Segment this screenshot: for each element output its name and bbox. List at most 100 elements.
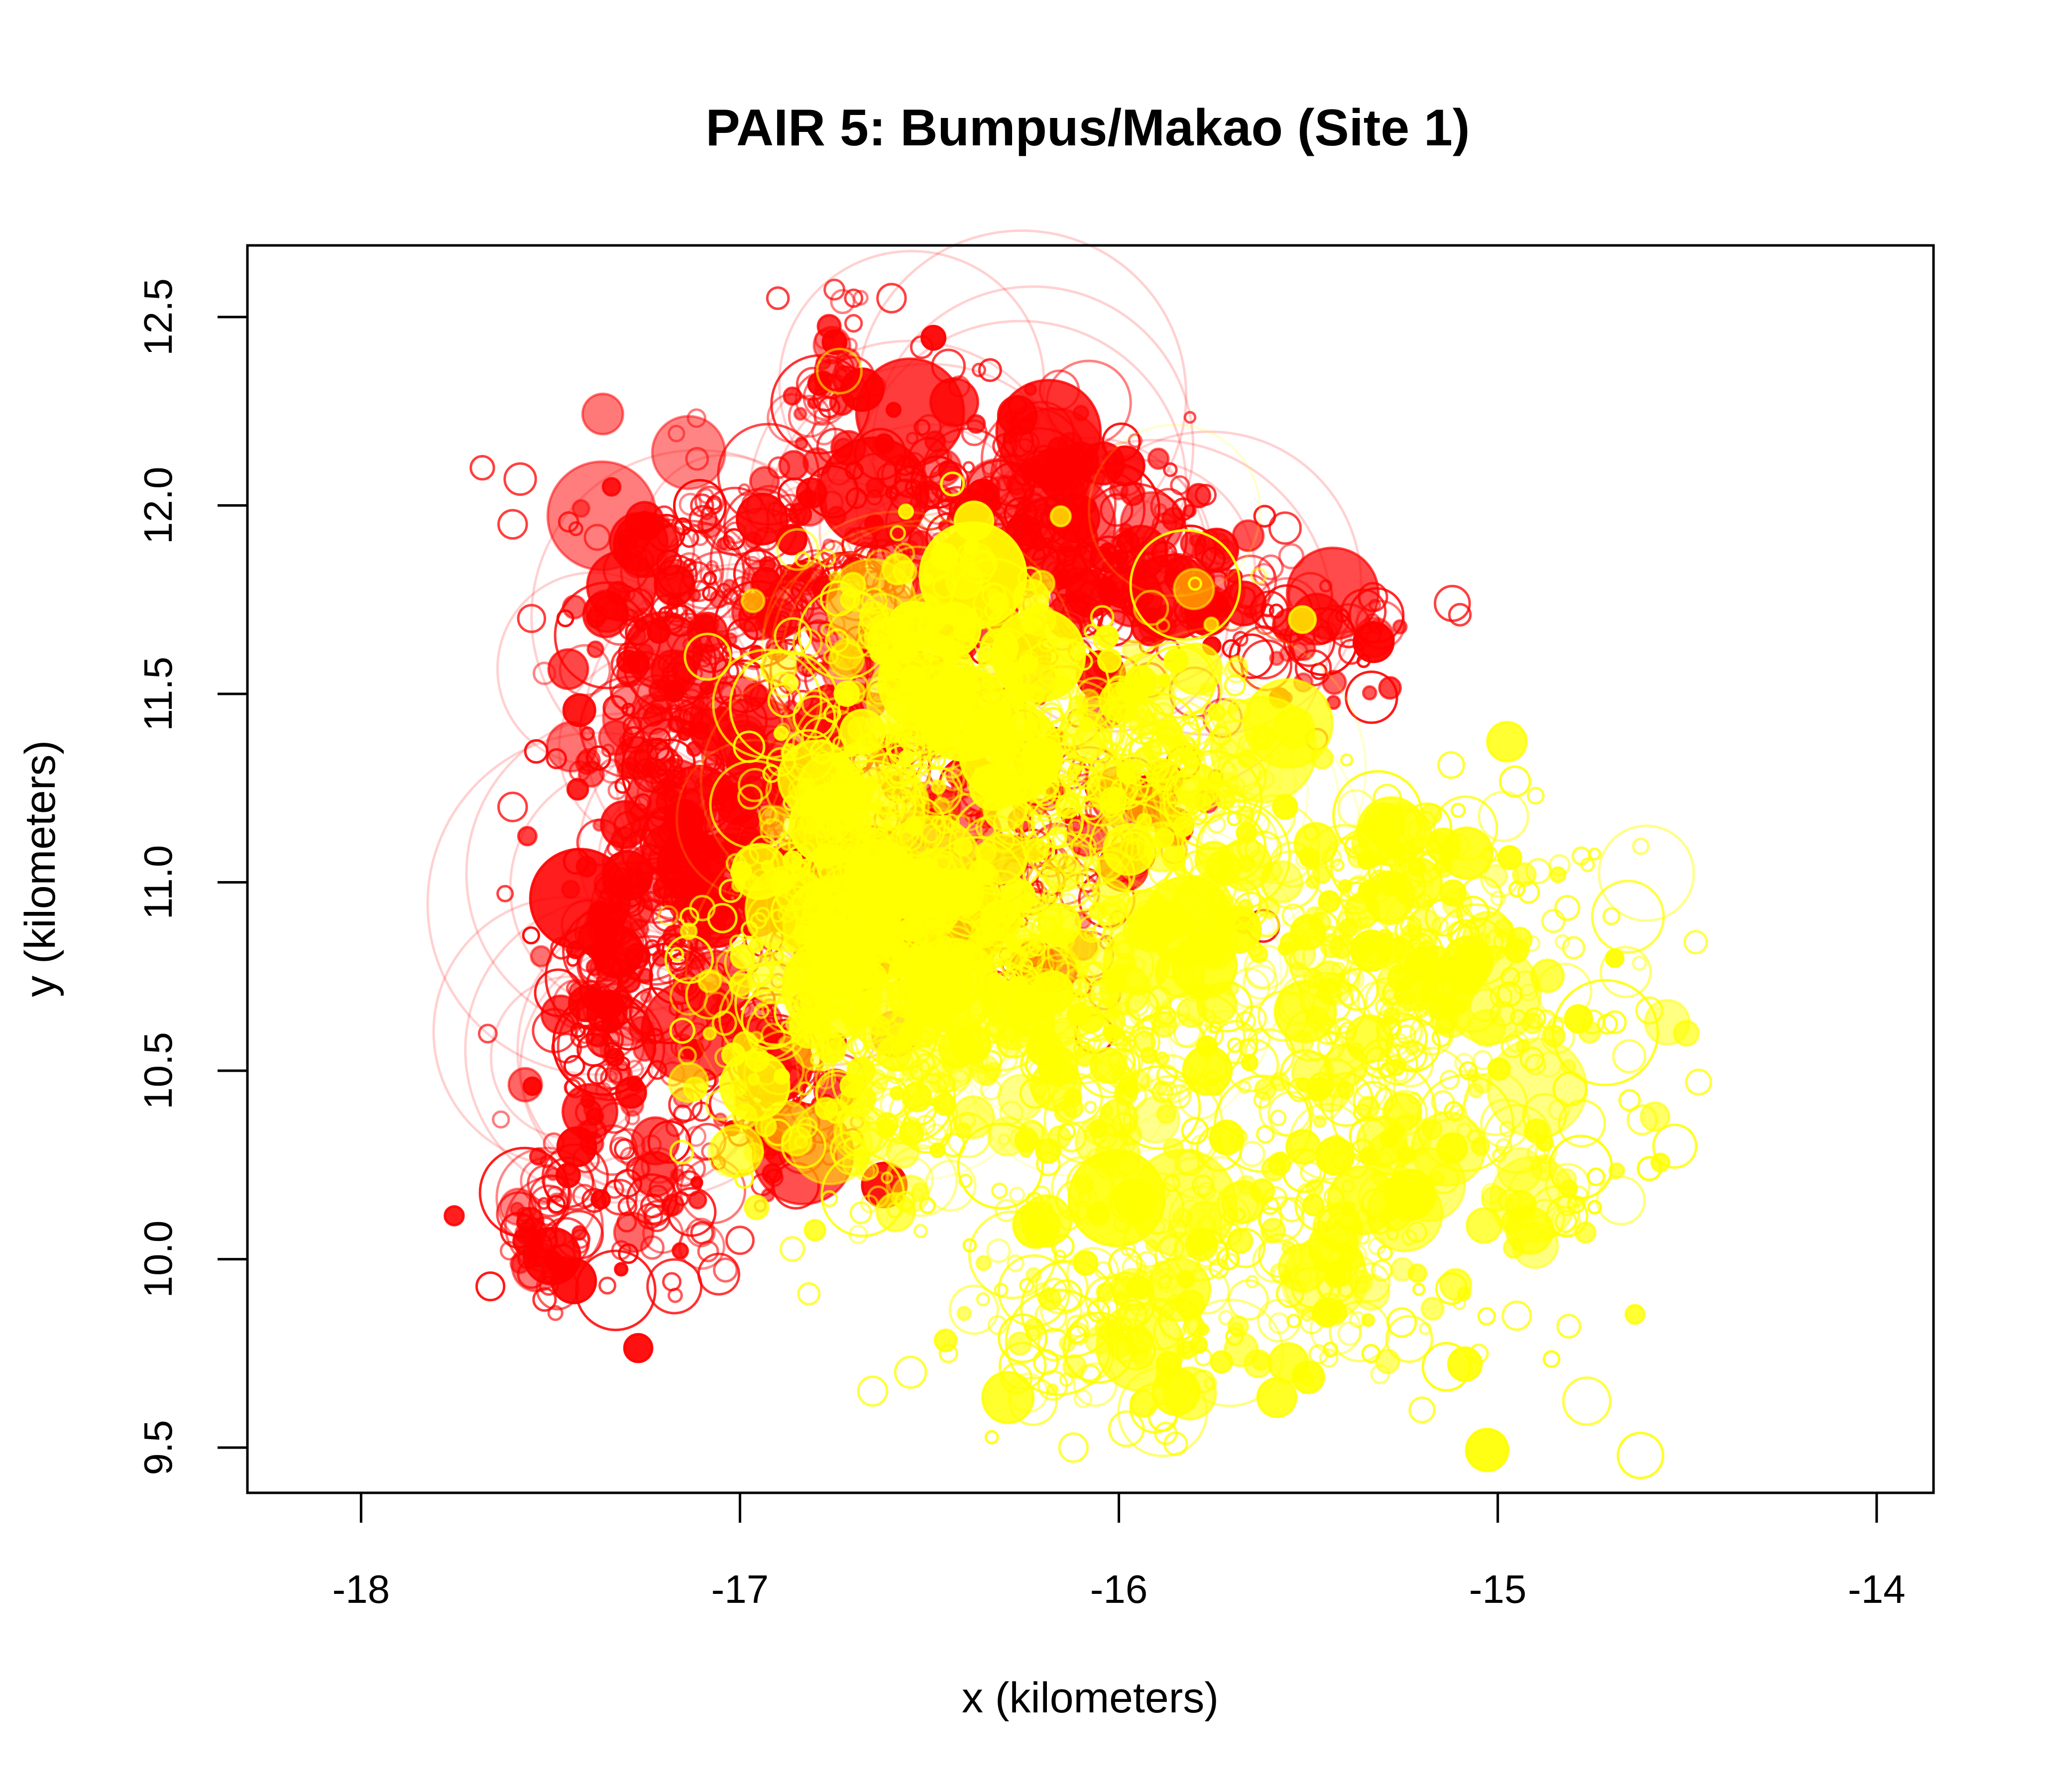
series-1-point <box>517 1259 547 1289</box>
series-2-point <box>1250 567 1267 584</box>
series-2-point <box>1084 926 1098 940</box>
series-2-point <box>1027 938 1046 957</box>
series-2-point <box>697 969 722 994</box>
series-2-point <box>1196 1035 1218 1058</box>
series-2-point <box>953 500 995 542</box>
series-1-point <box>885 402 902 418</box>
series-2-point <box>792 628 823 659</box>
series-2-point <box>1161 953 1187 979</box>
series-2-point <box>960 549 996 584</box>
series-2-point <box>872 987 887 1001</box>
series-1-point <box>1268 511 1302 545</box>
series-2-point <box>1524 1053 1546 1076</box>
series-2-point <box>969 607 984 622</box>
series-1-point <box>642 453 806 618</box>
series-2-point <box>1417 945 1455 983</box>
series-1-point <box>575 1024 595 1044</box>
series-1-point <box>1378 676 1402 700</box>
series-1-point <box>754 527 779 552</box>
series-1-point <box>563 1055 585 1077</box>
series-2-point <box>875 1192 916 1232</box>
series-2-point <box>1195 1156 1245 1206</box>
series-2-point <box>782 871 799 887</box>
series-2-point <box>920 572 933 586</box>
series-2-point <box>915 735 935 754</box>
series-2-point <box>1108 1047 1136 1075</box>
series-2-point <box>1132 781 1149 797</box>
series-2-point <box>1170 876 1234 939</box>
series-2-point <box>732 843 780 892</box>
series-2-point <box>1256 1377 1298 1418</box>
series-2-point <box>1300 1161 1322 1184</box>
series-2-point <box>1466 1207 1502 1244</box>
series-2-point <box>1102 913 1144 956</box>
x-tick-label: -15 <box>1469 1567 1527 1611</box>
series-2-point <box>887 727 924 764</box>
series-2-point <box>1153 702 1174 723</box>
series-1-point <box>594 990 621 1016</box>
series-2-point <box>993 788 1013 808</box>
y-axis-label: y (kilometers) <box>16 740 64 997</box>
series-2-point <box>683 633 732 681</box>
series-2-point <box>1209 894 1224 908</box>
series-2-point <box>1062 798 1112 847</box>
series-2-point <box>1180 746 1201 767</box>
series-2-point <box>898 503 914 520</box>
series-1-point <box>1369 619 1384 634</box>
series-1-point <box>765 1168 784 1187</box>
series-2-point <box>898 918 921 941</box>
series-2-point <box>944 999 1001 1055</box>
series-2-point <box>1037 635 1054 653</box>
series-2-point <box>1236 1175 1257 1196</box>
series-2-point <box>1232 1208 1246 1222</box>
series-2-point <box>1273 980 1337 1043</box>
series-1-point <box>497 509 528 540</box>
series-2-point <box>1247 1027 1271 1051</box>
series-2-point <box>891 942 924 975</box>
series-1-point <box>547 1305 564 1321</box>
series-1-point <box>1358 582 1388 612</box>
series-2-point <box>1370 1067 1393 1089</box>
series-2-point <box>1456 967 1482 994</box>
series-1-point <box>700 644 722 666</box>
series-1-point <box>743 682 768 708</box>
series-2-point <box>1081 857 1131 907</box>
series-2-point <box>1041 729 1076 764</box>
series-2-point <box>793 695 836 739</box>
series-2-point <box>1450 802 1466 818</box>
series-2-point <box>1002 663 1021 681</box>
series-1-point <box>1170 475 1190 495</box>
series-2-point <box>856 897 876 917</box>
series-2-point <box>979 803 1031 854</box>
series-1-point <box>672 1242 689 1260</box>
series-2-point <box>956 1306 972 1322</box>
series-1-point <box>537 1197 551 1210</box>
series-1-point <box>603 1041 622 1059</box>
series-1-point <box>507 1067 543 1103</box>
series-2-point <box>886 870 909 893</box>
series-1-point <box>600 1067 623 1090</box>
series-1-point <box>723 632 738 647</box>
series-1-point <box>703 571 717 585</box>
series-2-point <box>1009 1186 1025 1203</box>
series-2-point <box>1322 1300 1348 1325</box>
series-1-point <box>738 483 751 496</box>
series-2-point <box>1083 624 1099 639</box>
series-2-point <box>832 736 847 750</box>
series-2-point <box>1350 929 1392 972</box>
series-1-point <box>496 885 514 902</box>
series-1-point <box>1202 529 1239 565</box>
series-2-point <box>1254 1078 1277 1101</box>
series-1-point <box>686 408 706 428</box>
series-2-point <box>977 863 999 885</box>
series-2-point <box>1074 652 1093 671</box>
series-1-point <box>805 464 859 519</box>
series-1-point <box>571 499 590 518</box>
series-2-point <box>1151 1081 1173 1104</box>
series-2-point <box>1241 1053 1258 1072</box>
series-1-point <box>646 1258 703 1315</box>
series-1-point <box>688 1190 707 1210</box>
series-2-point <box>948 1069 970 1092</box>
series-2-point <box>1047 885 1063 901</box>
series-1-point <box>477 1023 498 1044</box>
